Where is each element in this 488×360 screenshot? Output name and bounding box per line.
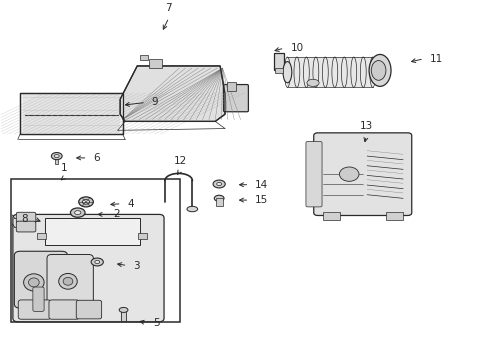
Ellipse shape	[213, 180, 225, 188]
Bar	[11, 179, 179, 322]
Text: 14: 14	[255, 180, 268, 190]
FancyBboxPatch shape	[76, 300, 102, 319]
FancyBboxPatch shape	[16, 221, 36, 232]
Bar	[37, 233, 46, 239]
Bar	[44, 218, 140, 245]
Ellipse shape	[51, 153, 62, 160]
Bar	[385, 212, 402, 220]
Bar	[274, 68, 282, 73]
Bar	[20, 93, 122, 134]
Ellipse shape	[54, 154, 59, 158]
Bar	[55, 157, 58, 164]
Text: 9: 9	[152, 98, 158, 107]
Ellipse shape	[79, 197, 93, 207]
Ellipse shape	[23, 274, 44, 291]
Bar	[287, 57, 372, 87]
Text: 5: 5	[153, 318, 159, 328]
Bar	[215, 198, 222, 206]
FancyBboxPatch shape	[305, 141, 322, 207]
Bar	[121, 311, 126, 321]
Text: 13: 13	[359, 121, 372, 131]
Ellipse shape	[70, 208, 85, 217]
Bar	[20, 93, 122, 134]
Ellipse shape	[82, 199, 89, 204]
Ellipse shape	[95, 260, 100, 264]
Bar	[322, 212, 339, 220]
FancyBboxPatch shape	[16, 212, 36, 223]
Text: 1: 1	[61, 163, 67, 173]
Text: 3: 3	[133, 261, 140, 271]
Text: 11: 11	[429, 54, 442, 64]
Bar	[138, 233, 147, 239]
Ellipse shape	[91, 258, 103, 266]
Polygon shape	[120, 66, 224, 121]
Text: 4: 4	[127, 199, 134, 209]
Ellipse shape	[214, 195, 224, 201]
FancyBboxPatch shape	[49, 300, 79, 319]
Bar	[140, 55, 148, 59]
Bar	[149, 59, 161, 68]
Text: 2: 2	[113, 210, 119, 219]
Text: 6: 6	[93, 153, 100, 163]
Ellipse shape	[119, 307, 128, 312]
Ellipse shape	[306, 79, 319, 86]
Ellipse shape	[28, 278, 39, 287]
Ellipse shape	[59, 274, 77, 289]
Text: 8: 8	[21, 214, 28, 224]
FancyBboxPatch shape	[223, 85, 248, 112]
Ellipse shape	[74, 211, 81, 215]
Ellipse shape	[216, 183, 221, 186]
FancyBboxPatch shape	[18, 300, 51, 319]
Ellipse shape	[283, 62, 291, 83]
FancyBboxPatch shape	[14, 251, 67, 308]
Bar	[227, 82, 236, 91]
FancyBboxPatch shape	[33, 287, 44, 311]
Bar	[273, 53, 284, 69]
Ellipse shape	[186, 206, 197, 212]
Text: 12: 12	[173, 156, 186, 166]
FancyBboxPatch shape	[13, 215, 163, 322]
Text: 7: 7	[165, 3, 172, 13]
FancyBboxPatch shape	[313, 133, 411, 216]
Ellipse shape	[370, 60, 385, 80]
Text: 10: 10	[290, 43, 303, 53]
Text: 15: 15	[255, 195, 268, 205]
Ellipse shape	[339, 167, 358, 181]
FancyBboxPatch shape	[47, 255, 93, 306]
Ellipse shape	[368, 54, 390, 86]
Ellipse shape	[63, 277, 73, 285]
